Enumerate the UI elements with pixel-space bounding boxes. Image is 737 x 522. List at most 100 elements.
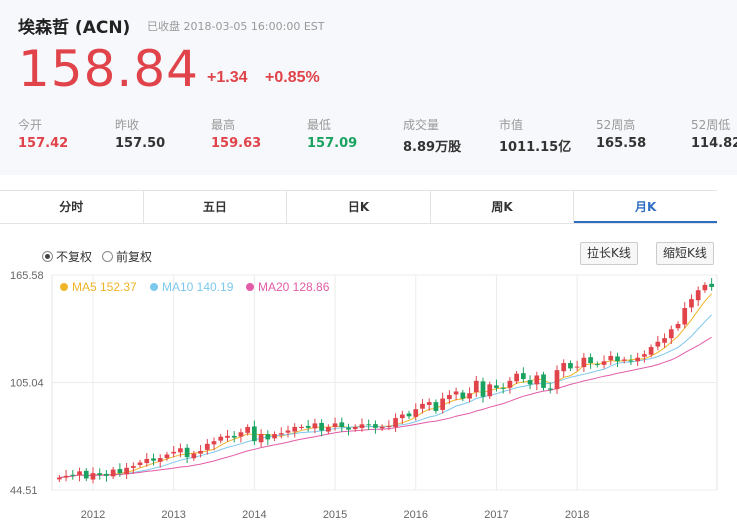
candle bbox=[265, 430, 271, 446]
stat-high: 最高 159.63 bbox=[211, 118, 262, 151]
tab-five-day[interactable]: 五日 bbox=[144, 191, 288, 223]
candle-body bbox=[117, 469, 123, 474]
candle-body bbox=[601, 361, 607, 365]
candle-body bbox=[682, 307, 688, 325]
candle bbox=[520, 367, 526, 383]
tab-weekly-k[interactable]: 周K bbox=[431, 191, 575, 223]
candle bbox=[689, 294, 694, 313]
candle-body bbox=[124, 467, 129, 475]
candle bbox=[110, 466, 116, 480]
candle bbox=[218, 434, 224, 444]
candle-body bbox=[426, 402, 432, 405]
candle-body bbox=[480, 381, 486, 397]
y-tick-label: 44.51 bbox=[10, 485, 38, 497]
tab-monthly-k[interactable]: 月K bbox=[574, 191, 717, 223]
legend-dot-icon bbox=[246, 283, 254, 291]
candle-body bbox=[97, 473, 103, 475]
candle-body bbox=[655, 341, 661, 347]
candle-body bbox=[621, 359, 627, 361]
candle bbox=[352, 424, 358, 432]
candle-body bbox=[594, 364, 600, 366]
candle bbox=[178, 443, 183, 458]
legend-dot-icon bbox=[60, 283, 68, 291]
candle bbox=[305, 420, 311, 432]
candle bbox=[507, 377, 513, 394]
zoom-out-button[interactable]: 缩短K线 bbox=[656, 242, 714, 265]
candle-body bbox=[130, 466, 136, 468]
candle bbox=[547, 382, 553, 394]
candle-body bbox=[406, 413, 412, 417]
candle-body bbox=[494, 385, 499, 388]
radio-checked-icon bbox=[42, 251, 53, 262]
candle bbox=[453, 387, 459, 401]
candle bbox=[238, 428, 244, 443]
candle-body bbox=[534, 375, 540, 385]
candle bbox=[561, 359, 567, 378]
x-tick-label: 2014 bbox=[242, 509, 266, 521]
candle bbox=[299, 424, 304, 430]
candle-body bbox=[467, 393, 472, 399]
candle bbox=[433, 399, 439, 414]
candle bbox=[655, 335, 661, 351]
tab-daily-k[interactable]: 日K bbox=[287, 191, 431, 223]
period-tabs: 分时 五日 日K 周K 月K bbox=[0, 190, 717, 224]
candle-body bbox=[588, 357, 593, 364]
x-tick-label: 2012 bbox=[81, 509, 105, 521]
candle-body bbox=[453, 391, 459, 395]
candle-body bbox=[473, 380, 479, 393]
candle-body bbox=[615, 356, 620, 362]
candle bbox=[494, 379, 499, 392]
stat-market-cap: 市值 1011.15亿 bbox=[499, 118, 572, 155]
candle bbox=[702, 282, 708, 293]
legend-entry: MA5 152.37 bbox=[72, 280, 137, 294]
candle-body bbox=[648, 347, 654, 355]
candle bbox=[487, 381, 493, 399]
candle-body bbox=[258, 434, 264, 443]
candle bbox=[527, 375, 533, 390]
candle bbox=[675, 321, 681, 331]
candle bbox=[339, 417, 345, 432]
candle-body bbox=[386, 426, 392, 428]
candle bbox=[83, 468, 89, 482]
candle-body bbox=[581, 357, 587, 368]
candle bbox=[460, 389, 466, 402]
candle-body bbox=[90, 473, 96, 480]
radio-forward-adjust[interactable]: 前复权 bbox=[102, 248, 152, 265]
adjust-options: 不复权 前复权 bbox=[42, 248, 152, 265]
candle bbox=[554, 365, 560, 394]
x-tick-label: 2017 bbox=[484, 509, 508, 521]
candle bbox=[332, 417, 338, 431]
candle bbox=[151, 453, 156, 466]
candle bbox=[104, 470, 109, 482]
candle-body bbox=[144, 458, 150, 464]
candle bbox=[137, 459, 143, 468]
candle bbox=[312, 418, 318, 434]
candle-body bbox=[231, 435, 237, 438]
candle bbox=[440, 392, 446, 414]
candle-body bbox=[305, 425, 311, 428]
candle bbox=[252, 420, 257, 445]
zoom-in-button[interactable]: 拉长K线 bbox=[580, 242, 638, 265]
candle bbox=[285, 425, 291, 438]
candle-body bbox=[70, 474, 76, 476]
candle bbox=[709, 277, 714, 291]
candle bbox=[648, 344, 654, 358]
candle-body bbox=[299, 426, 304, 428]
candle-body bbox=[514, 373, 519, 382]
candle-body bbox=[137, 462, 143, 465]
candle bbox=[164, 451, 170, 461]
candle-body bbox=[393, 418, 398, 428]
candle bbox=[130, 462, 136, 474]
candle bbox=[467, 387, 472, 403]
candle bbox=[272, 431, 277, 442]
candle-body bbox=[325, 426, 331, 432]
radio-unchecked-icon bbox=[102, 251, 114, 262]
stat-52w-high: 52周高 165.58 bbox=[596, 118, 647, 151]
candle-body bbox=[83, 470, 89, 479]
radio-no-adjust[interactable]: 不复权 bbox=[42, 248, 92, 265]
candles bbox=[57, 277, 714, 484]
tab-intraday[interactable]: 分时 bbox=[0, 191, 144, 223]
candle-body bbox=[359, 424, 365, 429]
candle bbox=[399, 410, 405, 424]
